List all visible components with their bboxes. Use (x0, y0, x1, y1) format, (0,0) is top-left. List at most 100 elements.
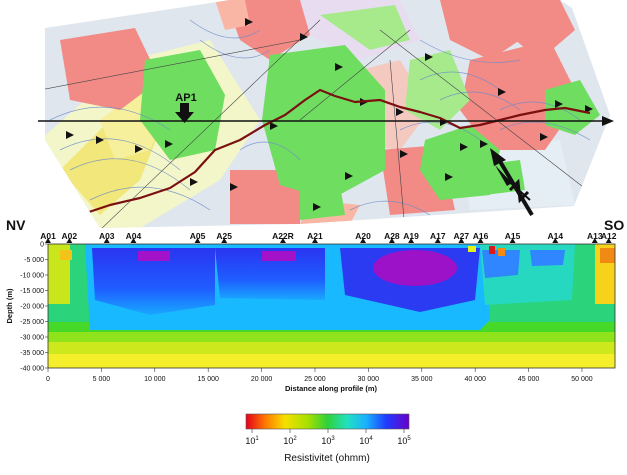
x-tick-label: 15 000 (197, 376, 219, 383)
site-marker (270, 122, 278, 130)
site-marker (245, 18, 253, 26)
station-a27: A27 (453, 231, 469, 243)
x-tick-label: 35 000 (411, 376, 433, 383)
geological-map (45, 0, 610, 228)
y-axis: 0 -5 000 -10 000 -15 000 -20 000 -25 000 -30 0… (20, 242, 48, 373)
station-a22r: A22R (272, 231, 294, 243)
map-unit-red-nw (60, 28, 160, 110)
map-unit-red-ne (440, 0, 535, 60)
station-a14: A14 (547, 231, 563, 243)
site-marker (165, 140, 173, 148)
y-tick-label: -10 000 (20, 273, 44, 280)
station-marker (458, 238, 465, 243)
station-marker (434, 238, 441, 243)
station-a03: A03 (99, 231, 115, 243)
color-legend: 101 102 103 104 105 Resistivitet (ohmm) (245, 413, 411, 464)
x-tick-label: 20 000 (251, 376, 273, 383)
site-marker (555, 100, 563, 108)
section-blue-body-c (215, 248, 325, 300)
station-label: A02 (62, 231, 78, 241)
map-structure-lines (49, 19, 591, 216)
site-marker (345, 172, 353, 180)
station-a15: A15 (505, 231, 521, 243)
station-marker (311, 238, 318, 243)
map-pointer-icon (490, 148, 534, 217)
map-unit-green-c2 (405, 50, 470, 130)
station-label: A12 (601, 231, 617, 241)
legend-tick-label: 102 (283, 436, 297, 446)
profile-line (38, 116, 614, 126)
station-marker (130, 238, 137, 243)
site-marker (498, 88, 506, 96)
x-tick-label: 45 000 (518, 376, 540, 383)
station-label: A25 (216, 231, 232, 241)
map-traverse-route (79, 88, 591, 217)
station-marker (279, 238, 286, 243)
map-unit-green-n (320, 5, 410, 50)
station-a01: A01 (40, 231, 56, 243)
station-label: A13 (587, 231, 603, 241)
map-unit-green-c (262, 45, 385, 200)
legend-tick-label: 101 (245, 436, 259, 446)
station-marker (605, 238, 612, 243)
station-a19: A19 (403, 231, 419, 243)
station-marker (509, 238, 516, 243)
map-unit-red-n2 (215, 0, 250, 30)
map-unit-green-s (300, 185, 345, 220)
y-tick-label: -20 000 (20, 304, 44, 311)
station-label: A05 (190, 231, 206, 241)
x-tick-label: 5 000 (93, 376, 111, 383)
x-tick-label: 40 000 (464, 376, 486, 383)
station-a05: A05 (190, 231, 206, 243)
resistivity-section (47, 243, 616, 369)
x-tick-label: 25 000 (304, 376, 326, 383)
y-tick-label: -35 000 (20, 350, 44, 357)
x-axis: 0 5 000 10 000 15 000 20 000 25 000 30 000 35 0… (46, 368, 593, 383)
station-label: A21 (307, 231, 323, 241)
station-label: A19 (403, 231, 419, 241)
legend-tick-label: 105 (397, 436, 411, 446)
x-tick-label: 0 (46, 376, 50, 383)
section-purple-core-3 (373, 250, 457, 286)
site-marker (190, 178, 198, 186)
station-label: A15 (505, 231, 521, 241)
site-marker (400, 150, 408, 158)
legend-title: Resistivitet (ohmm) (284, 453, 370, 464)
legend-ticks: 101 102 103 104 105 (245, 429, 411, 446)
section-blue-body-w (92, 248, 215, 315)
station-a04: A04 (126, 231, 142, 243)
station-label: A01 (40, 231, 56, 241)
site-marker (425, 53, 433, 61)
section-purple-core-1 (138, 251, 170, 261)
station-marker (552, 238, 559, 243)
station-label: A04 (126, 231, 142, 241)
ap1-marker: AP1 (175, 92, 197, 123)
site-marker (460, 143, 468, 151)
site-marker (66, 131, 74, 139)
legend-tick-label: 104 (359, 436, 373, 446)
station-marker (45, 238, 51, 243)
profile-se-label: SO (604, 217, 624, 233)
station-marker (103, 238, 110, 243)
station-marker (360, 238, 367, 243)
site-marker (96, 136, 104, 144)
y-tick-label: -25 000 (20, 319, 44, 326)
y-tick-label: -5 000 (24, 257, 44, 264)
station-label: A03 (99, 231, 115, 241)
y-tick-label: -15 000 (20, 288, 44, 295)
station-a13: A13 (587, 231, 603, 243)
section-purple-core-2 (262, 251, 296, 261)
site-marker (445, 173, 453, 181)
y-tick-label: -40 000 (20, 366, 44, 373)
station-a02: A02 (62, 231, 78, 243)
section-red-anomaly (489, 246, 495, 254)
site-marker (585, 105, 593, 113)
station-marker (66, 238, 73, 243)
legend-tick-label: 103 (321, 436, 335, 446)
station-marker (388, 238, 395, 243)
x-tick-label: 30 000 (358, 376, 380, 383)
site-marker (540, 133, 548, 141)
station-label: A17 (430, 231, 446, 241)
